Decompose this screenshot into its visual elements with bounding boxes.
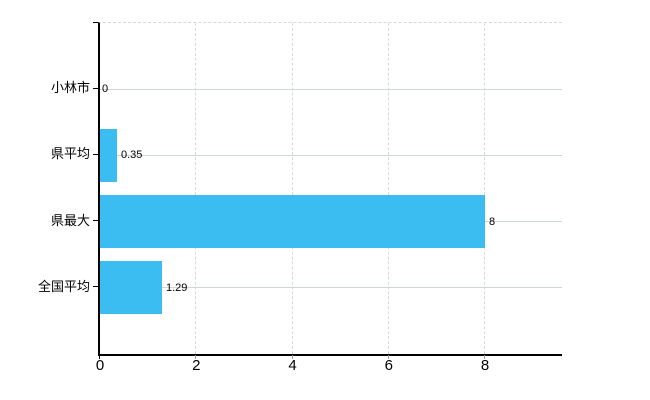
bar xyxy=(100,129,117,182)
vertical-gridline xyxy=(195,23,197,354)
bar-value-label: 8 xyxy=(489,216,496,228)
x-axis-tick xyxy=(99,355,100,359)
x-axis-tick xyxy=(195,355,197,359)
category-label: 県最大 xyxy=(50,213,90,228)
category-label: 県平均 xyxy=(50,146,90,161)
y-axis-tick xyxy=(93,88,98,89)
y-axis-end-tick xyxy=(93,22,98,23)
x-axis-tick-label: 0 xyxy=(95,357,105,374)
x-axis-tick xyxy=(387,355,389,359)
y-axis-tick xyxy=(93,154,98,155)
plot-area: 0 0.35 8 1.29 xyxy=(98,22,562,356)
y-axis-tick xyxy=(93,286,98,287)
x-axis-tick-label: 8 xyxy=(480,357,490,374)
category-label: 小林市 xyxy=(50,80,90,95)
horizontal-gridline xyxy=(100,89,562,90)
vertical-gridline xyxy=(291,23,293,354)
horizontal-gridline xyxy=(100,287,562,288)
horizontal-gridline xyxy=(100,155,562,156)
vertical-gridline xyxy=(387,23,389,354)
x-axis-tick-label: 2 xyxy=(192,357,201,374)
y-axis-tick xyxy=(93,220,98,221)
x-axis-tick-label: 4 xyxy=(288,357,297,374)
bar-value-label: 1.29 xyxy=(166,282,188,294)
y-axis-category-labels: 小林市県平均県最大全国平均 xyxy=(0,22,90,353)
bar xyxy=(100,261,162,314)
x-axis-tick-label: 6 xyxy=(384,357,393,374)
x-axis-tick xyxy=(291,355,293,359)
vertical-gridline xyxy=(484,23,485,354)
bar-value-label: 0 xyxy=(102,83,109,95)
bar-value-label: 0.35 xyxy=(121,149,143,161)
x-axis-tick xyxy=(484,355,485,359)
category-label: 全国平均 xyxy=(37,279,90,294)
bar xyxy=(100,195,485,248)
